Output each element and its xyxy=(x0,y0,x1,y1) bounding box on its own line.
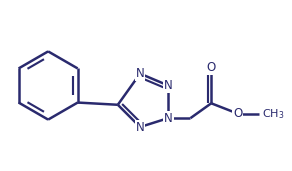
Text: N: N xyxy=(164,112,173,125)
Text: CH$_3$: CH$_3$ xyxy=(262,107,284,121)
Text: N: N xyxy=(164,79,173,92)
Text: N: N xyxy=(136,67,145,80)
Text: N: N xyxy=(136,121,145,134)
Text: O: O xyxy=(207,61,216,74)
Text: O: O xyxy=(233,107,243,120)
